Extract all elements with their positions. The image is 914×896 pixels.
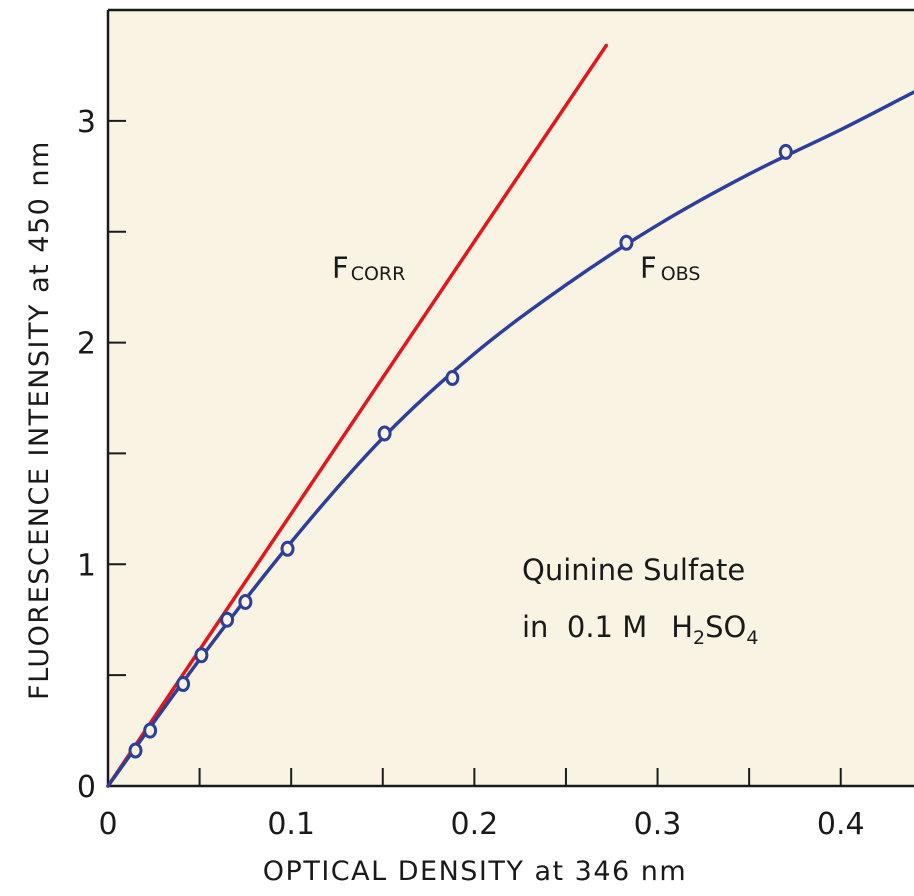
- plot-area: [106, 8, 914, 788]
- annotation-line2: in 0.1 M H2SO4: [522, 610, 758, 649]
- y-tick-label: 0: [77, 770, 96, 805]
- plot-background: [108, 10, 914, 786]
- series-fobs-point: [238, 593, 253, 610]
- series-fobs-point: [220, 611, 235, 628]
- y-tick-label: 2: [77, 327, 96, 362]
- series-fobs-point: [778, 143, 793, 160]
- series-layer: [106, 43, 914, 788]
- annotation-line2-sub1: 2: [693, 627, 705, 649]
- series-label-fobs: F OBS: [640, 251, 700, 285]
- series-fobs-point: [377, 425, 392, 442]
- annotation-line1: Quinine Sulfate: [522, 553, 745, 587]
- annotation-line2-sub2: 4: [746, 627, 758, 649]
- x-axis-title: OPTICAL DENSITY at 346 nm: [263, 856, 687, 887]
- y-tick-label: 1: [77, 548, 96, 583]
- series-fobs-point: [619, 234, 634, 251]
- annotation-line2-c: SO: [705, 610, 746, 644]
- series-fobs-point: [128, 742, 143, 759]
- series-label-fcorr: F CORR: [332, 251, 405, 285]
- y-axis-title: FLUORESCENCE INTENSITY at 450 nm: [24, 140, 55, 700]
- annotation-line2-a: in 0.1 M: [522, 610, 647, 644]
- annotation-line2-b: H: [671, 610, 693, 644]
- series-label-fcorr-main: F: [332, 251, 349, 285]
- axis-ticks: 0 0.1 0.2 0.3 0.4 0 1 2 3: [77, 105, 865, 842]
- y-tick-label: 3: [77, 105, 96, 140]
- x-tick-label: 0.3: [634, 807, 682, 842]
- series-fcorr-line: [106, 43, 609, 788]
- series-fobs-point: [194, 647, 209, 664]
- series-fobs-point: [176, 676, 191, 693]
- x-tick-label: 0.4: [817, 807, 865, 842]
- series-label-fobs-sub: OBS: [661, 263, 701, 285]
- series-fobs-point: [445, 370, 460, 387]
- x-tick-label: 0: [98, 807, 117, 842]
- series-fobs-point: [143, 722, 158, 739]
- x-tick-label: 0.1: [267, 807, 315, 842]
- series-label-fobs-main: F: [640, 251, 657, 285]
- series-fobs-point: [280, 540, 295, 557]
- series-label-fcorr-sub: CORR: [351, 263, 406, 285]
- x-tick-label: 0.2: [451, 807, 499, 842]
